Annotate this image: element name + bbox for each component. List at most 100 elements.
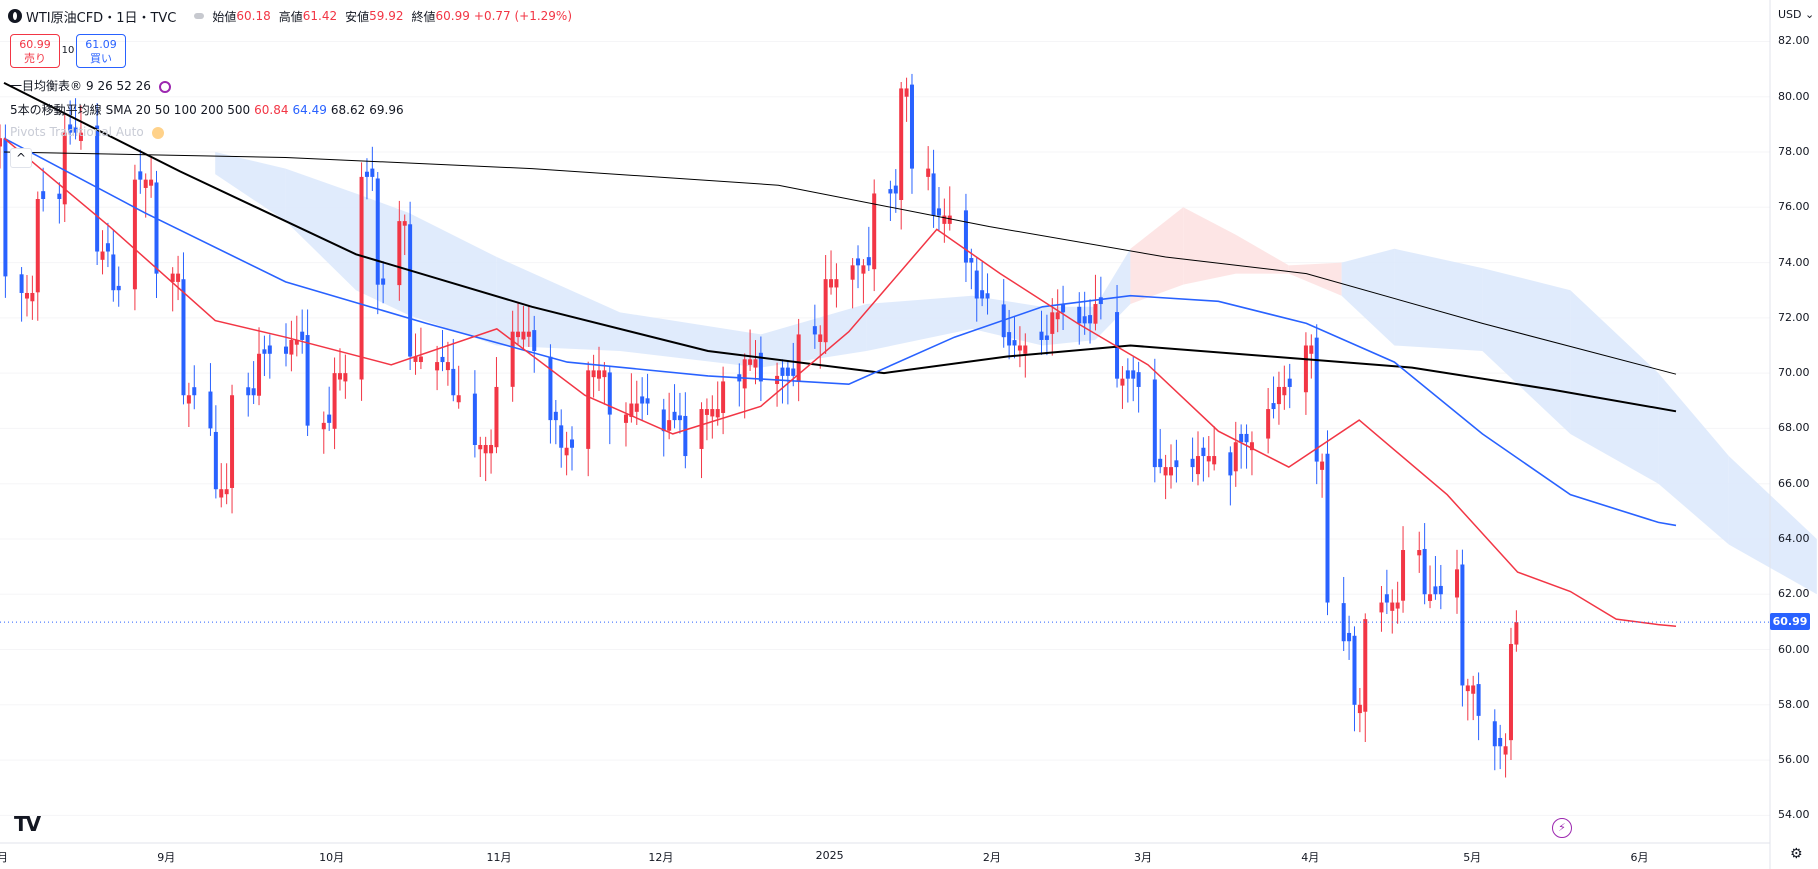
candle[interactable] [775, 362, 780, 407]
candle[interactable] [418, 327, 423, 370]
candle[interactable] [974, 257, 979, 322]
sma20-line[interactable] [3, 137, 1677, 628]
candle[interactable] [300, 309, 305, 354]
candle[interactable] [1131, 356, 1136, 402]
candle[interactable] [494, 357, 499, 454]
candle[interactable] [1471, 675, 1476, 721]
candle[interactable] [1282, 365, 1287, 410]
sma100-line[interactable] [3, 82, 1677, 413]
candle[interactable] [262, 335, 267, 377]
candle[interactable] [1190, 437, 1195, 482]
candle[interactable] [402, 214, 407, 256]
candle[interactable] [440, 330, 445, 372]
lightning-icon[interactable]: ⚡ [1552, 818, 1572, 838]
candle[interactable] [1239, 424, 1244, 469]
ma-legend[interactable]: 5本の移動平均線 SMA 20 50 100 200 500 60.84 64.49 6… [10, 101, 408, 118]
candle[interactable] [818, 325, 823, 369]
candle[interactable] [748, 329, 753, 371]
candle[interactable] [408, 201, 413, 370]
candle[interactable] [1228, 446, 1233, 506]
candle[interactable] [1384, 569, 1389, 615]
candle[interactable] [24, 274, 29, 317]
candle[interactable] [305, 309, 310, 436]
candle[interactable] [230, 384, 235, 514]
candle[interactable] [1514, 610, 1519, 652]
candle[interactable] [143, 173, 148, 218]
candle[interactable] [834, 263, 839, 308]
candle[interactable] [532, 315, 537, 373]
candle[interactable] [213, 405, 218, 499]
candle[interactable] [1233, 421, 1238, 487]
candle[interactable] [246, 372, 251, 417]
candle[interactable] [116, 266, 121, 307]
candle[interactable] [1012, 316, 1017, 359]
candle[interactable] [715, 381, 720, 426]
candle[interactable] [936, 187, 941, 231]
candle[interactable] [866, 226, 871, 272]
candle[interactable] [111, 230, 116, 302]
gear-icon[interactable]: ⚙ [1790, 846, 1803, 862]
candle[interactable] [170, 267, 175, 312]
candle[interactable] [284, 323, 289, 367]
candle[interactable] [516, 302, 521, 345]
candle[interactable] [1309, 334, 1314, 379]
candle[interactable] [629, 373, 634, 423]
candle[interactable] [1276, 371, 1281, 425]
candle[interactable] [1465, 678, 1470, 721]
candle[interactable] [381, 261, 386, 304]
candle[interactable] [1266, 387, 1271, 454]
candle[interactable] [78, 105, 83, 150]
candle[interactable] [1492, 709, 1497, 771]
sync-icon[interactable] [158, 80, 171, 93]
candle[interactable] [343, 354, 348, 399]
candle[interactable] [364, 158, 369, 200]
candle[interactable] [1174, 439, 1179, 483]
candle[interactable] [780, 359, 785, 404]
candle[interactable] [192, 365, 197, 410]
candle[interactable] [985, 273, 990, 315]
candle[interactable] [445, 341, 450, 386]
candle[interactable] [1201, 437, 1206, 482]
pivots-legend[interactable]: Pivots Traditional Auto [10, 125, 168, 139]
candle[interactable] [41, 167, 46, 212]
candles[interactable] [0, 73, 1519, 778]
candle[interactable] [176, 255, 181, 301]
candle[interactable] [1320, 453, 1325, 498]
candle[interactable] [1212, 426, 1217, 471]
candle[interactable] [1390, 589, 1395, 634]
candle[interactable] [1428, 565, 1433, 609]
candle[interactable] [1287, 363, 1292, 409]
candle[interactable] [105, 222, 110, 268]
candle[interactable] [753, 340, 758, 385]
candle[interactable] [132, 164, 137, 311]
candle[interactable] [559, 409, 564, 468]
candle[interactable] [1163, 454, 1168, 500]
candle[interactable] [57, 182, 62, 224]
candle[interactable] [926, 146, 931, 191]
candle[interactable] [375, 171, 380, 315]
candle[interactable] [1152, 358, 1157, 483]
candle[interactable] [1352, 626, 1357, 732]
ichimoku-legend[interactable]: 一目均衡表® 9 26 52 26 [10, 77, 175, 94]
candle[interactable] [1438, 564, 1443, 610]
candle[interactable] [100, 230, 105, 275]
candle[interactable] [413, 333, 418, 375]
candle[interactable] [1498, 724, 1503, 770]
candle[interactable] [294, 315, 299, 357]
candle[interactable] [699, 402, 704, 479]
candle[interactable] [1039, 310, 1044, 355]
candle[interactable] [62, 114, 67, 223]
candle[interactable] [1503, 733, 1508, 778]
candle[interactable] [1077, 292, 1082, 345]
candle[interactable] [1136, 361, 1141, 413]
candle[interactable] [742, 353, 747, 419]
candle[interactable] [785, 360, 790, 405]
candle[interactable] [1401, 526, 1406, 613]
candle[interactable] [472, 370, 477, 458]
symbol-title[interactable]: WTI原油CFD・1日・TVC [26, 10, 177, 26]
candle[interactable] [149, 155, 154, 198]
candle[interactable] [327, 386, 332, 431]
candle[interactable] [677, 392, 682, 434]
candle[interactable] [1271, 376, 1276, 419]
